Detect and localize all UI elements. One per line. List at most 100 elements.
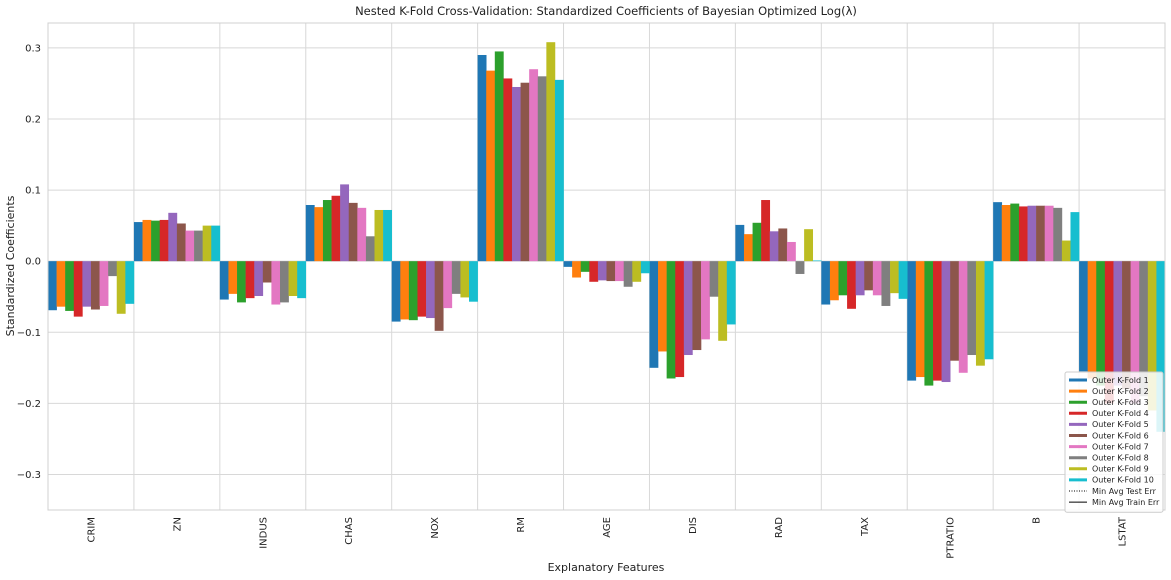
bar-crim-fold-5 [82,261,92,307]
bar-nox-fold-10 [469,261,478,302]
plot-frame [47,22,1166,511]
bar-lstat-fold-8 [1139,261,1149,397]
bar-chas-fold-6 [348,202,358,262]
bar-lstat-fold-7 [1130,261,1140,404]
bar-lstat-fold-5 [1113,261,1123,386]
bar-age-fold-6 [606,261,616,282]
bar-tax-fold-10 [898,261,908,299]
bar-tax-fold-7 [872,261,882,296]
bar-zn-fold-3 [151,220,160,262]
legend-entry: Outer K-Fold 3 [1092,398,1149,407]
bar-nox-fold-5 [426,261,435,319]
bar-rm-fold-8 [537,76,547,262]
bar-zn-fold-2 [142,219,152,262]
legend-entry: Outer K-Fold 2 [1092,387,1149,396]
bar-nox-fold-1 [391,261,401,322]
bar-crim-fold-4 [73,261,83,317]
bar-ptratio-fold-10 [984,261,994,360]
bar-zn-fold-6 [176,223,186,262]
bar-lstat-fold-3 [1096,261,1106,386]
bar-tax-fold-8 [881,261,891,306]
bar-chas-fold-2 [314,207,324,262]
x-tick-label: CHAS [344,517,355,545]
bar-age-fold-9 [632,261,642,282]
bar-lstat-fold-9 [1147,261,1157,411]
bar-b-fold-2 [1001,205,1011,262]
legend-entry: Outer K-Fold 4 [1092,409,1149,418]
bar-rad-fold-8 [795,261,805,274]
bar-zn-fold-10 [211,225,221,262]
bar-chas-fold-9 [374,209,384,262]
bar-ptratio-fold-9 [975,261,985,366]
bar-crim-fold-8 [108,261,118,277]
legend-entry: Min Avg Test Err [1092,487,1157,496]
bar-dis-fold-1 [649,261,659,368]
bar-indus-fold-10 [297,261,307,299]
bar-b-fold-5 [1027,205,1037,262]
bar-rad-fold-5 [769,231,779,262]
bar-ptratio-fold-8 [967,261,977,356]
bar-rad-fold-1 [735,224,745,262]
bar-b-fold-8 [1053,207,1063,262]
bar-nox-fold-8 [451,261,461,294]
x-axis-label: Explanatory Features [548,561,665,574]
bar-b-fold-7 [1044,205,1054,262]
bar-rad-fold-6 [778,228,788,262]
x-tick-label: TAX [860,517,871,537]
y-tick-label: −0.1 [17,328,41,339]
bar-rm-fold-1 [477,54,487,262]
bar-rad-fold-4 [761,200,771,262]
bar-tax-fold-6 [864,261,874,291]
x-tick-label: RAD [774,517,785,538]
y-tick-label: 0.2 [25,114,41,125]
bar-rad-fold-7 [786,241,796,262]
bar-tax-fold-2 [829,261,839,301]
bar-dis-fold-10 [726,261,736,325]
bar-rm-fold-10 [554,79,564,262]
bar-crim-fold-3 [65,261,75,311]
bar-indus-fold-7 [271,261,281,305]
bar-indus-fold-5 [254,261,264,297]
y-tick-labels: 0.3 0.2 0.1 0.0 −0.1 −0.2 −0.3 [17,43,41,481]
bar-b-fold-1 [993,202,1003,262]
chart-title: Nested K-Fold Cross-Validation: Standard… [355,4,857,18]
bar-rm-fold-2 [486,70,496,262]
bar-lstat-fold-6 [1122,261,1131,390]
bar-rm-fold-5 [511,86,521,262]
bar-indus-fold-4 [245,261,255,299]
bar-crim-fold-10 [125,261,135,304]
bar-tax-fold-9 [890,261,899,294]
bar-ptratio-fold-1 [907,261,917,381]
bar-nox-fold-3 [408,261,418,321]
bar-b-fold-10 [1070,212,1080,262]
bar-indus-fold-3 [237,261,246,303]
x-tick-label: DIS [688,517,699,534]
bar-lstat-fold-4 [1104,261,1114,404]
bar-rm-fold-4 [503,78,513,262]
bar-indus-fold-6 [262,261,272,283]
legend-entry: Outer K-Fold 1 [1092,376,1149,385]
x-tick-label: CRIM [86,517,97,543]
bar-chas-fold-10 [383,209,392,262]
bar-tax-fold-4 [847,261,856,309]
x-tick-label: PTRATIO [946,517,957,559]
y-axis-label: Standardized Coefficients [4,195,17,336]
bar-indus-fold-8 [279,261,289,303]
x-tick-label: B [1032,517,1043,524]
bar-zn-fold-8 [194,230,203,262]
bars [48,42,1166,432]
bar-b-fold-9 [1061,240,1071,262]
bar-nox-fold-4 [417,261,427,317]
bar-chas-fold-1 [305,205,315,262]
bar-zn-fold-1 [133,222,143,262]
bar-rad-fold-9 [804,229,814,262]
bar-zn-fold-9 [202,225,212,262]
bar-b-fold-3 [1010,203,1020,262]
bar-dis-fold-5 [683,261,693,356]
bar-lstat-fold-1 [1079,261,1088,372]
x-tick-label: AGE [602,517,613,538]
y-tick-label: 0.0 [25,257,41,268]
bar-chas-fold-3 [322,200,332,262]
bar-age-fold-10 [640,261,650,274]
legend-entry: Min Avg Train Err [1092,498,1160,507]
